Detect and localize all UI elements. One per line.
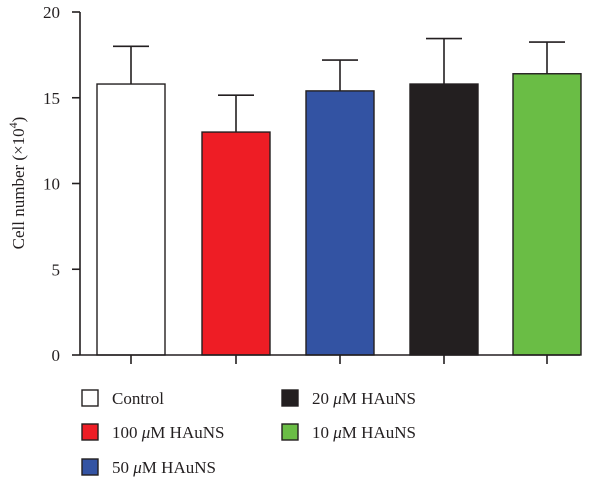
legend: Control 100 μM HAuNS 50 μM HAuNS 20 μM HAuN… [81, 389, 416, 477]
plot-area: 0 5 10 15 20 [43, 3, 582, 365]
legend-swatch-1 [81, 389, 99, 407]
legend-swatch-4 [281, 389, 299, 407]
y-axis-title: Cell number (×104) [6, 117, 28, 250]
bar-1 [96, 83, 166, 356]
y-tick-label-0: 0 [52, 346, 61, 365]
bar-5 [512, 73, 582, 356]
y-tick-label-15: 15 [43, 89, 60, 108]
bar-2 [201, 131, 271, 356]
legend-label-5: 10 μM HAuNS [312, 423, 416, 442]
legend-swatch-3 [81, 458, 99, 476]
legend-swatch-5 [281, 423, 299, 441]
bar-3 [305, 90, 375, 356]
y-tick-label-20: 20 [43, 3, 60, 22]
legend-swatch-2 [81, 423, 99, 441]
y-axis-title-superscript: 4 [6, 122, 20, 128]
y-tick-label-5: 5 [52, 260, 61, 279]
legend-label-2: 100 μM HAuNS [112, 423, 224, 442]
legend-label-1: Control [112, 389, 164, 408]
legend-label-4: 20 μM HAuNS [312, 389, 416, 408]
bar-4 [409, 83, 479, 356]
legend-label-3: 50 μM HAuNS [112, 458, 216, 477]
y-tick-label-10: 10 [43, 175, 60, 194]
